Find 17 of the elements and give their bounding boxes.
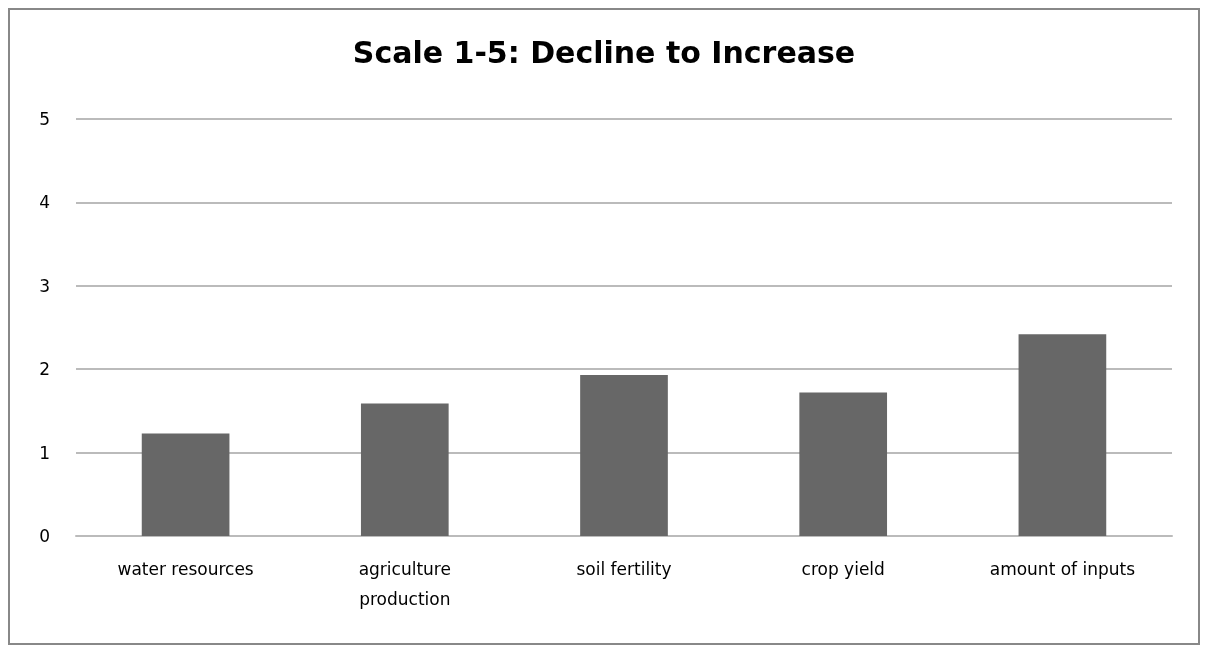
bar [141,433,230,536]
x-tick-label: soil fertility [576,559,672,579]
bar [1018,334,1107,536]
x-tick-label: agriculture production [358,559,451,609]
y-tick-label: 1 [39,442,50,463]
y-tick-label: 3 [39,275,50,296]
y-tick-label: 4 [39,192,50,213]
chart-title: Scale 1-5: Decline to Increase [352,34,856,70]
y-tick-label: 0 [39,526,50,546]
x-tick-label: amount of inputs [989,559,1136,579]
bar [580,375,668,536]
bar [799,392,888,536]
y-tick-label: 2 [39,359,50,380]
bar [360,403,449,536]
y-tick-label: 5 [39,109,50,129]
x-tick-label: water resources [117,559,254,579]
x-tick-label: crop yield [801,559,885,579]
